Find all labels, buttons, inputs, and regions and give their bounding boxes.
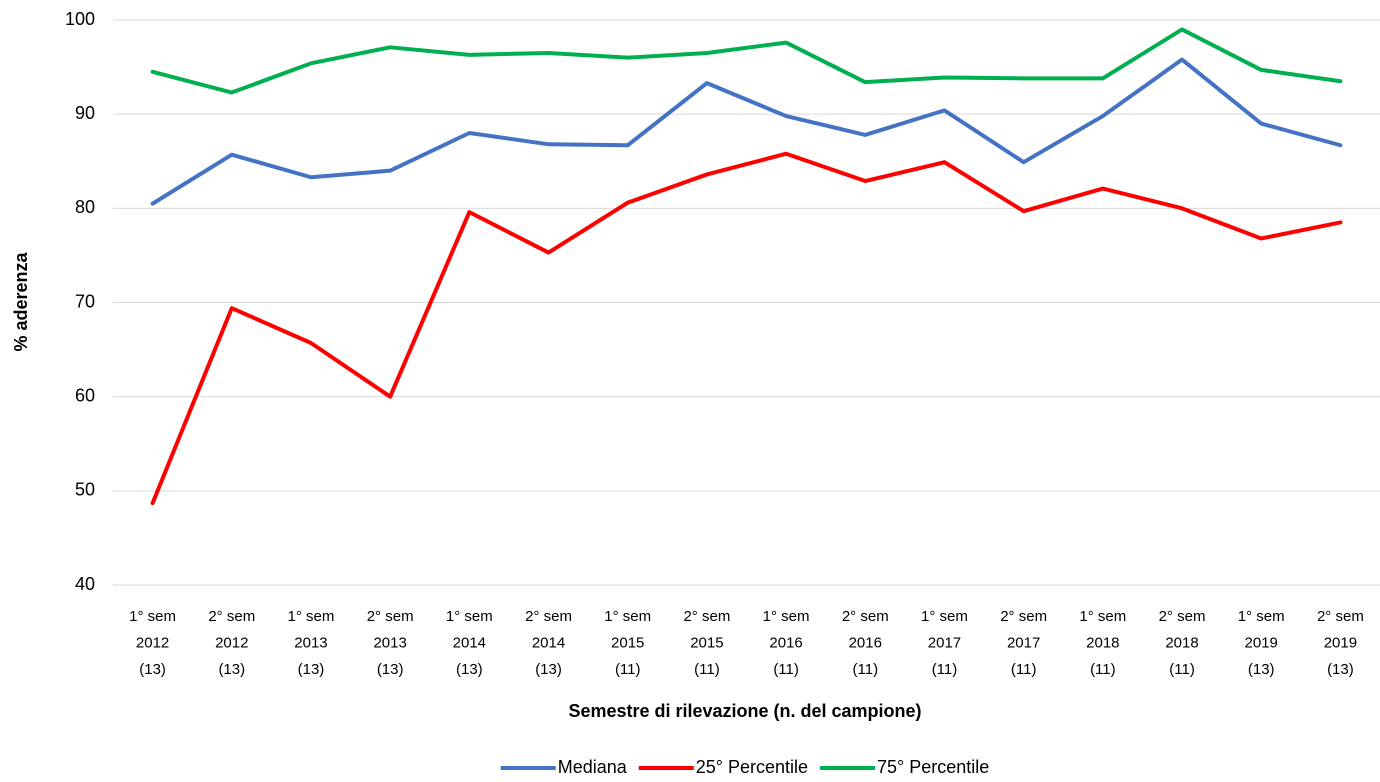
x-tick-label: (13) bbox=[377, 661, 404, 678]
series-line bbox=[150, 151, 1343, 506]
series-line bbox=[150, 57, 1343, 206]
x-tick-label: (11) bbox=[932, 661, 958, 678]
x-tick-label: (11) bbox=[1169, 661, 1195, 678]
legend-label: 75° Percentile bbox=[877, 757, 989, 777]
y-axis-title: % aderenza bbox=[11, 251, 31, 351]
x-tick-label: 2° sem bbox=[367, 608, 414, 625]
y-tick-label: 80 bbox=[75, 197, 95, 217]
x-tick-label: (13) bbox=[1248, 661, 1275, 678]
x-tick-label: 2° sem bbox=[1000, 608, 1047, 625]
x-tick-label: 2° sem bbox=[525, 608, 572, 625]
x-tick-label: 2013 bbox=[294, 634, 327, 651]
x-tick-label: 2° sem bbox=[208, 608, 255, 625]
y-tick-label: 60 bbox=[75, 385, 95, 405]
x-tick-label: (11) bbox=[853, 661, 879, 678]
x-tick-label: (11) bbox=[1011, 661, 1037, 678]
legend-label: Mediana bbox=[558, 757, 628, 777]
series-line bbox=[150, 27, 1343, 95]
x-tick-label: 2015 bbox=[690, 634, 723, 651]
x-tick-label: 2° sem bbox=[1159, 608, 1206, 625]
x-tick-label: (11) bbox=[694, 661, 720, 678]
x-tick-label: 2016 bbox=[769, 634, 802, 651]
x-tick-label: 2017 bbox=[1007, 634, 1040, 651]
x-tick-label: (13) bbox=[535, 661, 562, 678]
x-tick-label: (11) bbox=[615, 661, 641, 678]
x-tick-label: (13) bbox=[456, 661, 483, 678]
x-tick-label: (13) bbox=[1327, 661, 1354, 678]
x-tick-label: 2018 bbox=[1086, 634, 1119, 651]
x-tick-label: (13) bbox=[298, 661, 325, 678]
x-tick-label: 1° sem bbox=[1079, 608, 1126, 625]
x-tick-label: 2013 bbox=[373, 634, 406, 651]
x-tick-label: 1° sem bbox=[288, 608, 335, 625]
y-tick-label: 70 bbox=[75, 291, 95, 311]
x-tick-label: 2019 bbox=[1245, 634, 1278, 651]
x-tick-label: (13) bbox=[139, 661, 166, 678]
x-tick-label: 2014 bbox=[453, 634, 486, 651]
x-tick-label: 2015 bbox=[611, 634, 644, 651]
x-tick-label: 2° sem bbox=[842, 608, 889, 625]
x-axis-title: Semestre di rilevazione (n. del campione… bbox=[568, 701, 921, 721]
x-tick-label: 2012 bbox=[136, 634, 169, 651]
x-tick-label: 2018 bbox=[1165, 634, 1198, 651]
x-tick-label: (11) bbox=[1090, 661, 1116, 678]
x-tick-label: 2014 bbox=[532, 634, 565, 651]
x-tick-label: 1° sem bbox=[763, 608, 810, 625]
x-tick-label: 2019 bbox=[1324, 634, 1357, 651]
x-tick-label: (11) bbox=[773, 661, 799, 678]
x-tick-label: 1° sem bbox=[1238, 608, 1285, 625]
legend-label: 25° Percentile bbox=[696, 757, 808, 777]
x-tick-label: 2016 bbox=[849, 634, 882, 651]
x-tick-label: (13) bbox=[218, 661, 245, 678]
y-tick-label: 50 bbox=[75, 480, 95, 500]
x-tick-label: 1° sem bbox=[446, 608, 493, 625]
x-tick-label: 1° sem bbox=[129, 608, 176, 625]
x-tick-label: 2017 bbox=[928, 634, 961, 651]
x-tick-label: 2° sem bbox=[1317, 608, 1364, 625]
x-tick-label: 2° sem bbox=[683, 608, 730, 625]
x-tick-label: 1° sem bbox=[921, 608, 968, 625]
x-tick-label: 2012 bbox=[215, 634, 248, 651]
y-tick-label: 90 bbox=[75, 103, 95, 123]
x-tick-label: 1° sem bbox=[604, 608, 651, 625]
y-tick-label: 40 bbox=[75, 574, 95, 594]
y-tick-label: 100 bbox=[65, 9, 95, 29]
